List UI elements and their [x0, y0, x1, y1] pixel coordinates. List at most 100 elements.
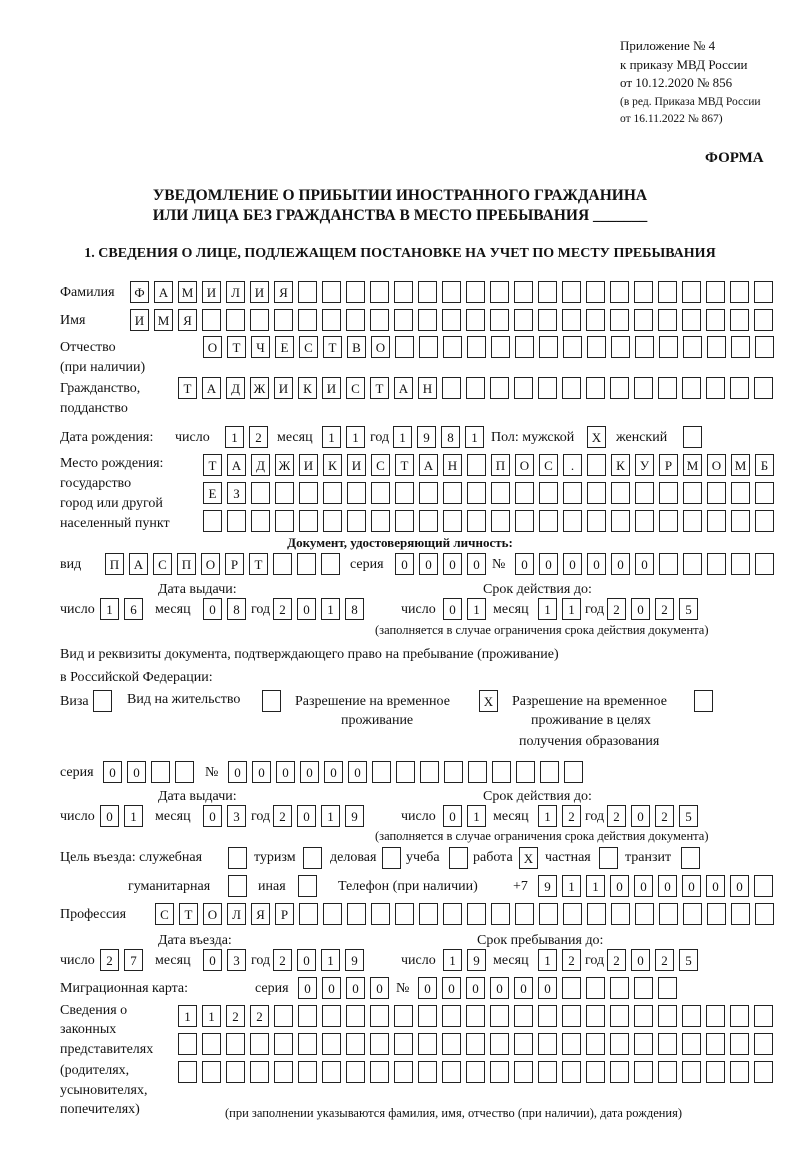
char-box[interactable]	[250, 1033, 269, 1055]
char-box[interactable]	[681, 847, 700, 869]
char-box[interactable]	[658, 1005, 677, 1027]
char-box[interactable]	[562, 1005, 581, 1027]
char-box[interactable]	[538, 1033, 557, 1055]
char-box[interactable]	[658, 1033, 677, 1055]
purpose-study-checkbox[interactable]	[449, 847, 468, 869]
char-box[interactable]	[514, 281, 533, 303]
char-box[interactable]	[538, 1005, 557, 1027]
char-box[interactable]	[659, 903, 678, 925]
char-box[interactable]	[707, 482, 726, 504]
char-box[interactable]: И	[347, 454, 366, 476]
char-box[interactable]: 2	[607, 805, 626, 827]
char-box[interactable]	[467, 454, 486, 476]
char-box[interactable]	[587, 336, 606, 358]
char-box[interactable]: Е	[203, 482, 222, 504]
char-box[interactable]	[731, 903, 750, 925]
char-box[interactable]	[178, 1033, 197, 1055]
char-box[interactable]: И	[250, 281, 269, 303]
char-box[interactable]	[490, 1033, 509, 1055]
char-box[interactable]: А	[129, 553, 148, 575]
char-box[interactable]	[754, 281, 773, 303]
char-box[interactable]: 0	[443, 598, 462, 620]
char-box[interactable]	[634, 281, 653, 303]
char-box[interactable]	[730, 1033, 749, 1055]
char-box[interactable]	[443, 510, 462, 532]
char-box[interactable]: Т	[370, 377, 389, 399]
char-box[interactable]	[540, 761, 559, 783]
char-box[interactable]	[634, 309, 653, 331]
char-box[interactable]	[442, 309, 461, 331]
female-checkbox[interactable]	[683, 426, 702, 448]
char-box[interactable]	[466, 1005, 485, 1027]
char-box[interactable]	[694, 690, 713, 712]
char-box[interactable]	[635, 482, 654, 504]
char-box[interactable]: Т	[323, 336, 342, 358]
char-box[interactable]	[635, 510, 654, 532]
char-box[interactable]	[635, 336, 654, 358]
char-box[interactable]: 0	[538, 977, 557, 999]
char-box[interactable]	[297, 553, 316, 575]
char-box[interactable]: 0	[297, 949, 316, 971]
char-box[interactable]: 0	[127, 761, 146, 783]
char-box[interactable]	[730, 281, 749, 303]
char-box[interactable]	[586, 281, 605, 303]
char-box[interactable]: 0	[370, 977, 389, 999]
char-box[interactable]	[538, 281, 557, 303]
char-box[interactable]	[610, 281, 629, 303]
char-box[interactable]: 0	[611, 553, 630, 575]
char-box[interactable]	[226, 1061, 245, 1083]
char-box[interactable]: Ч	[251, 336, 270, 358]
char-box[interactable]	[395, 336, 414, 358]
char-box[interactable]	[538, 1061, 557, 1083]
char-box[interactable]: И	[274, 377, 293, 399]
char-box[interactable]: 5	[679, 598, 698, 620]
char-box[interactable]	[273, 553, 292, 575]
char-box[interactable]	[682, 281, 701, 303]
char-box[interactable]	[490, 309, 509, 331]
char-box[interactable]	[491, 510, 510, 532]
char-box[interactable]	[516, 761, 535, 783]
char-box[interactable]	[754, 309, 773, 331]
char-box[interactable]	[610, 1005, 629, 1027]
char-box[interactable]: 1	[465, 426, 484, 448]
char-box[interactable]	[682, 377, 701, 399]
char-box[interactable]	[659, 510, 678, 532]
char-box[interactable]: Т	[249, 553, 268, 575]
char-box[interactable]	[682, 1005, 701, 1027]
char-box[interactable]	[707, 553, 726, 575]
char-box[interactable]: 0	[706, 875, 725, 897]
char-box[interactable]: Я	[251, 903, 270, 925]
char-box[interactable]	[562, 309, 581, 331]
char-box[interactable]	[466, 1061, 485, 1083]
char-box[interactable]	[418, 1005, 437, 1027]
char-box[interactable]: 0	[658, 875, 677, 897]
char-box[interactable]: И	[202, 281, 221, 303]
char-box[interactable]: 3	[227, 949, 246, 971]
char-box[interactable]	[683, 903, 702, 925]
trp-edu-checkbox[interactable]	[694, 690, 713, 712]
char-box[interactable]	[394, 309, 413, 331]
char-box[interactable]	[586, 1005, 605, 1027]
char-box[interactable]	[303, 847, 322, 869]
char-box[interactable]	[539, 903, 558, 925]
char-box[interactable]: 0	[634, 875, 653, 897]
char-box[interactable]	[322, 1005, 341, 1027]
char-box[interactable]: О	[371, 336, 390, 358]
char-box[interactable]	[395, 482, 414, 504]
char-box[interactable]: Т	[178, 377, 197, 399]
char-box[interactable]: 0	[563, 553, 582, 575]
char-box[interactable]	[372, 761, 391, 783]
char-box[interactable]	[611, 336, 630, 358]
char-box[interactable]	[706, 281, 725, 303]
char-box[interactable]	[683, 510, 702, 532]
char-box[interactable]	[611, 510, 630, 532]
char-box[interactable]: 1	[562, 875, 581, 897]
char-box[interactable]	[275, 482, 294, 504]
char-box[interactable]	[682, 309, 701, 331]
char-box[interactable]: 6	[124, 598, 143, 620]
